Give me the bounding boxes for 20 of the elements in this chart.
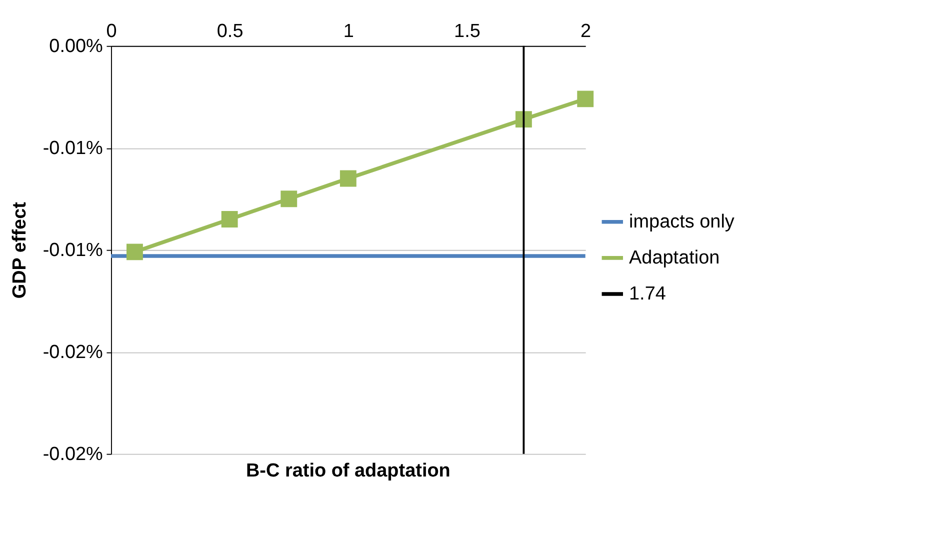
point xyxy=(577,90,594,108)
y-tick-label: -0.01% xyxy=(42,240,104,262)
x-tick-label: 2 xyxy=(580,20,592,42)
legend-label: impacts only xyxy=(629,212,735,233)
x-axis-title: B-C ratio of adaptation xyxy=(246,460,450,482)
point xyxy=(126,244,143,260)
y-tick-label: -0.01% xyxy=(42,138,104,160)
x-tick-label: 1 xyxy=(343,20,354,42)
x-tick-label: 0.5 xyxy=(216,20,244,42)
point xyxy=(340,170,356,187)
point xyxy=(280,190,298,208)
legend-label: 1.74 xyxy=(629,284,666,305)
y-tick-label: 0.00% xyxy=(49,36,104,58)
x-tick-label: 0 xyxy=(106,20,117,42)
legend-label: Adaptation xyxy=(629,248,720,269)
x-tick-label: 1.5 xyxy=(454,20,480,42)
y-axis-title: GDP effect xyxy=(10,201,31,299)
y-tick-label: -0.02% xyxy=(42,444,104,466)
point xyxy=(221,211,238,228)
y-tick-label: -0.02% xyxy=(42,342,104,364)
